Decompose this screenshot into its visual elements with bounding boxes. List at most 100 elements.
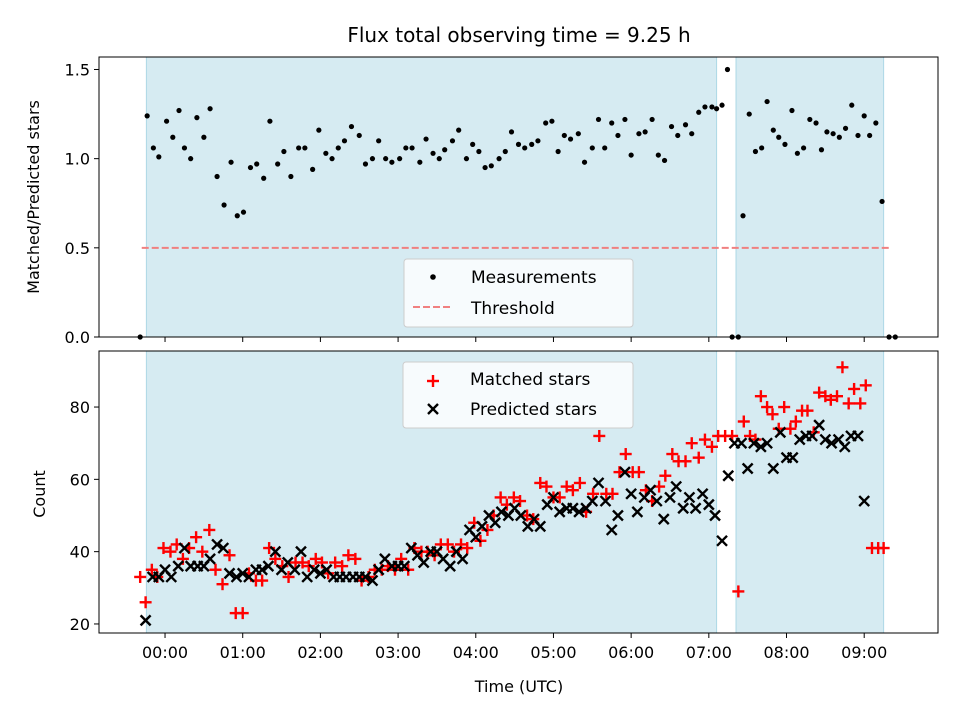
count-legend: Matched stars Predicted stars (402, 361, 634, 429)
measurement-point (879, 198, 885, 205)
x-tick-label: 09:00 (841, 643, 887, 662)
legend-matched-label: Matched stars (470, 370, 590, 390)
count-x-ticks: 00:00 01:00 02:00 03:00 04:00 05:00 06:00 07:00… (142, 633, 887, 662)
predicted-stars-point (469, 531, 482, 544)
measurements-points (137, 66, 898, 340)
predicted-stars-point (689, 502, 702, 515)
matched-stars-point (236, 607, 249, 620)
matched-stars-point (573, 476, 586, 489)
measurement-point (403, 145, 409, 151)
ratio-legend-box (403, 258, 634, 328)
measurement-point (581, 159, 588, 165)
predicted-stars-point (204, 553, 216, 565)
predicted-stars-point (288, 563, 301, 576)
matched-stars-point (481, 523, 494, 536)
measurement-point (383, 156, 389, 162)
measurement-point (150, 145, 156, 151)
measurement-point (261, 175, 267, 181)
predicted-stars-point (262, 560, 275, 572)
measurement-point (316, 127, 322, 133)
matched-stars-point (801, 404, 814, 417)
predicted-stars-point (664, 491, 676, 504)
measurement-point (602, 145, 608, 151)
matched-stars-point (692, 451, 705, 464)
measurement-point (675, 132, 681, 139)
y-tick-label: 0.0 (65, 328, 90, 347)
measurement-point (296, 145, 302, 151)
x-axis-label: Time (UTC) (474, 677, 563, 696)
count-legend-box (402, 361, 634, 429)
count-axes-frame (98, 350, 939, 634)
observing-span (735, 350, 885, 634)
ratio-legend: Measurements Threshold (403, 258, 634, 328)
matched-stars-point (732, 585, 745, 598)
predicted-stars-point (819, 433, 832, 446)
count-y-axis-label: Count (30, 470, 49, 518)
measurement-point (207, 106, 213, 112)
matched-stars-point (560, 480, 573, 493)
matched-stars-point (540, 480, 553, 493)
predicted-stars-point (741, 462, 754, 475)
predicted-stars-point (825, 437, 838, 450)
predicted-stars-point (165, 571, 178, 583)
matched-stars-point (157, 542, 170, 555)
measurement-point (329, 156, 335, 162)
predicted-stars-point (398, 560, 411, 572)
matched-stars-point (789, 415, 802, 428)
measurement-point (724, 66, 731, 73)
measurement-point (470, 141, 476, 147)
matched-stars-point (698, 433, 711, 446)
predicted-stars-point (417, 556, 430, 569)
matched-stars-point (296, 556, 309, 569)
measurement-point (609, 120, 615, 126)
matched-stars-point (679, 455, 692, 468)
y-tick-label: 0.5 (65, 239, 90, 258)
matched-stars-point (842, 397, 855, 410)
predicted-stars-point (631, 506, 644, 518)
measurement-point (442, 147, 448, 153)
matched-stars-point (302, 560, 315, 573)
x-tick-label: 00:00 (142, 643, 188, 662)
legend-matched-marker (427, 375, 439, 387)
predicted-stars-point (586, 495, 599, 507)
predicted-stars-point (314, 567, 327, 580)
predicted-stars-point (211, 538, 223, 551)
measurement-point (267, 118, 273, 124)
matched-stars-point (659, 469, 672, 482)
measurement-point (770, 127, 776, 133)
y-tick-label: 80 (70, 398, 90, 417)
measurement-point (476, 148, 482, 155)
matched-stars-point (824, 393, 837, 406)
measurement-point (702, 104, 708, 110)
x-tick-label: 05:00 (530, 643, 576, 662)
predicted-stars-points (139, 419, 871, 627)
matched-stars-point (784, 422, 797, 435)
matched-stars-point (514, 495, 527, 508)
measurement-point (595, 116, 602, 123)
predicted-stars-point (359, 571, 372, 583)
measurement-point (543, 120, 549, 126)
matched-stars-point (566, 484, 579, 497)
measurement-point (430, 150, 436, 156)
y-tick-label: 1.5 (65, 60, 90, 79)
predicted-stars-point (172, 560, 185, 572)
predicted-stars-point (223, 567, 236, 580)
predicted-stars-point (592, 477, 605, 489)
matched-stars-point (269, 552, 282, 565)
matched-stars-point (761, 401, 774, 414)
matched-stars-point (831, 390, 844, 403)
predicted-stars-point (612, 509, 624, 522)
measurement-point (842, 125, 849, 131)
measurement-point (776, 134, 782, 140)
measurement-point (813, 120, 819, 126)
measurement-point (362, 161, 369, 167)
matched-stars-point (461, 542, 474, 555)
matched-stars-point (209, 563, 222, 576)
measurement-point (759, 145, 765, 151)
matched-stars-point (164, 545, 177, 558)
matched-stars-point (705, 440, 718, 453)
measurement-point (649, 116, 655, 123)
measurement-point (818, 147, 825, 153)
predicted-stars-point (813, 419, 825, 431)
